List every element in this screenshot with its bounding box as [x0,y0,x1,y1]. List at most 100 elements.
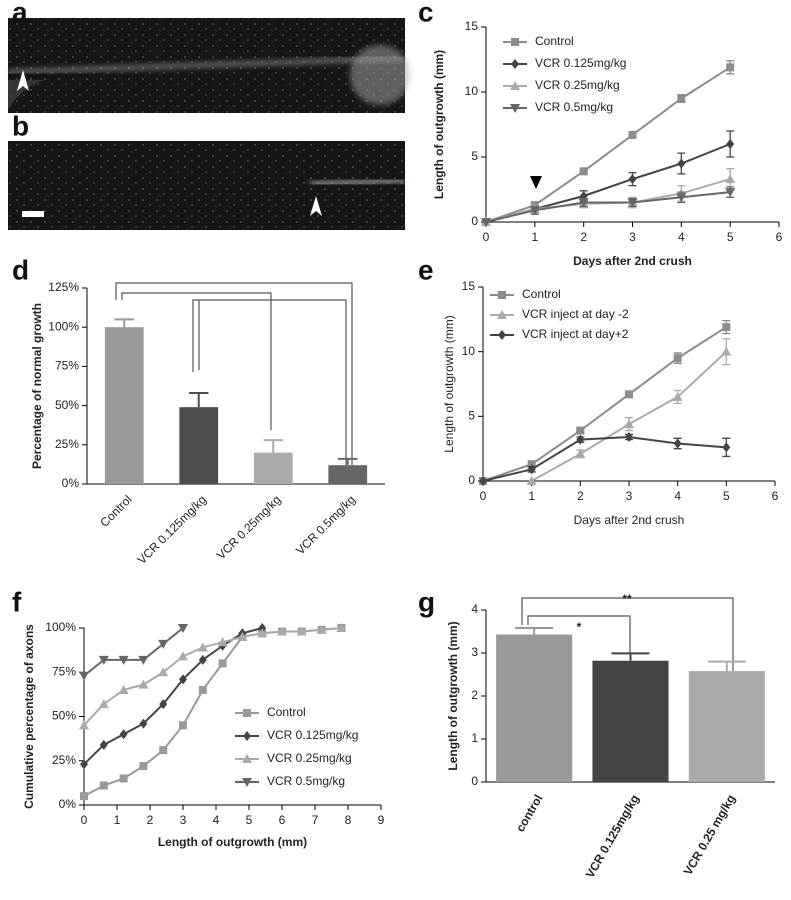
marker [139,762,148,771]
error-bar [114,318,134,328]
panel-label: a [12,0,28,27]
panel-label: e [418,254,434,285]
marker [138,655,149,665]
legend-label: VCR 0.25mg/kg [535,78,620,92]
x-tick-label: 9 [378,813,385,827]
y-axis-label: Length of outgrowth (mm) [442,315,456,452]
annotation: ** [622,592,632,606]
x-tick-label: 6 [279,813,286,827]
x-tick-label: 1 [531,230,538,244]
y-tick-label: 100% [48,319,79,333]
y-axis-label: Length of outgrowth (mm) [446,621,460,770]
y-tick-label: 0% [62,476,80,490]
marker [677,158,686,169]
marker [677,94,686,103]
legend-label: Control [267,705,306,719]
y-tick-label: 10 [465,84,479,98]
x-tick-label: 4 [674,489,681,503]
image-b [8,141,406,230]
x-tick-label: 6 [776,230,783,244]
marker [178,651,188,661]
marker [80,759,88,770]
marker [79,671,89,681]
x-tick-label: 3 [180,813,187,827]
series-line [83,627,342,727]
legend-marker [242,778,252,787]
legend-label: Control [522,287,561,301]
marker [277,626,287,636]
x-axis-label: Length of outgrowth (mm) [158,835,307,849]
y-tick-label: 2 [471,688,478,702]
marker [217,637,228,647]
marker [98,655,109,665]
y-tick-label: 0 [468,473,475,487]
x-tick-label: 4 [213,813,220,827]
series-line [531,350,728,482]
marker [119,774,128,783]
panel-label: g [418,586,435,617]
panel-label: c [418,0,434,27]
marker [625,390,633,399]
error-bar [515,627,554,635]
x-tick-label: 5 [246,813,253,827]
x-tick-label: 0 [480,489,487,503]
y-axis-label: Percentage of normal growth [30,303,44,469]
marker [79,720,89,730]
marker [118,684,129,694]
marker [179,674,187,685]
y-tick-label: 5 [471,149,478,163]
y-tick-label: 3 [471,645,478,659]
x-tick-label: 2 [577,489,584,503]
legend-marker [498,291,506,299]
marker [139,718,148,729]
marker [725,188,736,198]
significance-brackets-d [115,282,353,472]
y-tick-label: 4 [471,602,478,616]
marker [218,659,227,668]
legend-marker [243,709,251,717]
y-tick-label: 25% [55,437,79,451]
marker [579,167,588,176]
marker [159,746,168,755]
marker [673,354,682,363]
marker [198,685,207,694]
bar [253,452,293,484]
marker [336,623,347,632]
x-tick-label: 7 [312,813,319,827]
x-axis-label: Days after 2nd crush [574,513,685,527]
marker [529,206,540,216]
y-axis-label: Length of outgrowth (mm) [432,50,446,199]
x-tick-label: 5 [723,489,730,503]
marker [721,346,732,356]
x-tick-label: 5 [727,230,734,244]
marker [98,699,109,709]
annotation: * [577,620,582,634]
legend-marker [497,310,507,319]
legend-label: Control [535,34,574,48]
x-tick-label: 3 [629,230,636,244]
y-tick-label: 50% [55,398,79,412]
legend-label: VCR 0.125mg/kg [267,728,358,742]
legend-marker [510,81,520,90]
marker [628,130,637,139]
error-bar [189,392,209,408]
x-axis-label: Days after 2nd crush [573,254,692,268]
panel-label: d [12,254,29,285]
marker [576,434,585,445]
legend-marker [511,38,519,46]
marker [575,448,586,458]
marker [722,323,731,332]
marker [99,781,108,790]
legend-label: VCR 0.5mg/kg [267,774,345,788]
x-tick-label: 1 [528,489,535,503]
x-tick-label: 2 [580,230,587,244]
series-line [485,191,731,223]
marker [99,739,108,750]
bar [328,465,368,484]
marker [627,198,638,208]
x-tick-label: 0 [81,813,88,827]
x-tick-label: 1 [114,813,121,827]
series-line [485,66,731,223]
marker [526,476,537,485]
marker [527,460,536,469]
